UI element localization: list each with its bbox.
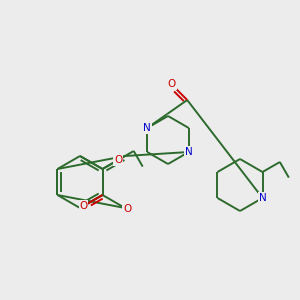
Text: O: O [114, 155, 122, 165]
Text: N: N [185, 147, 193, 157]
Text: O: O [123, 204, 131, 214]
Text: N: N [259, 193, 266, 203]
Text: O: O [167, 80, 176, 89]
Text: N: N [143, 123, 151, 133]
Text: O: O [79, 201, 88, 211]
